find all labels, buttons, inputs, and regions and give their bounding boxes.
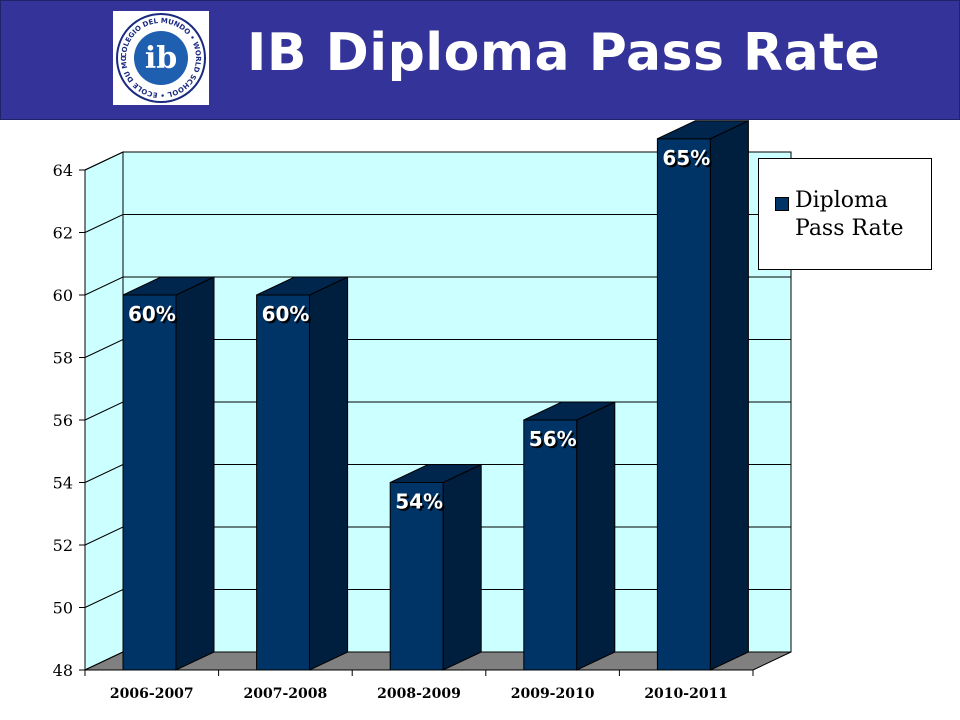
data-label: 60%	[128, 302, 176, 326]
ib-world-school-logo-icon: COLEGIO DEL MUNDO • WORLD SCHOOL • ECOLE…	[110, 5, 206, 103]
data-label: 54%	[395, 490, 443, 514]
bar	[656, 120, 749, 671]
bar-top	[523, 401, 616, 421]
data-labels: 60%60% 60%60%54%54%56%56%65%65%	[128, 146, 712, 516]
bar	[523, 401, 616, 671]
bar-top	[256, 276, 348, 296]
x-tick-label: 2008-2009	[377, 686, 461, 702]
bar-side	[175, 276, 215, 671]
data-label-shadow: 60%	[130, 304, 178, 328]
bar-front	[656, 138, 711, 671]
bar	[256, 276, 349, 671]
y-tick-label: 58	[53, 349, 73, 368]
y-tick-label: 50	[53, 599, 73, 618]
data-label: 56%	[529, 427, 577, 451]
bar-top	[389, 464, 482, 483]
bar-front	[256, 294, 311, 671]
bar-front	[523, 419, 578, 671]
data-label-shadow: 56%	[531, 429, 579, 453]
bar-top	[657, 120, 749, 140]
data-label-shadow: 60%	[264, 304, 312, 328]
y-tick-label: 54	[53, 474, 73, 493]
x-tick-label: 2009-2010	[511, 686, 595, 702]
title-banner: COLEGIO DEL MUNDO • WORLD SCHOOL • ECOLE…	[0, 0, 960, 120]
x-tick-label: 2006-2007	[110, 686, 194, 702]
y-tick-label: 64	[53, 161, 73, 180]
bar	[122, 276, 215, 671]
data-label-shadow: 65%	[664, 148, 712, 172]
gridline	[84, 276, 791, 296]
bar-side	[309, 276, 349, 671]
bars	[122, 120, 749, 671]
bar-side	[576, 401, 616, 671]
x-tick-label: 2010-2011	[644, 686, 728, 702]
gridline	[84, 151, 791, 171]
gridline	[84, 214, 791, 233]
data-label: 60%	[262, 302, 310, 326]
data-label-shadow: 54%	[397, 492, 445, 516]
legend-swatch	[775, 197, 789, 211]
logo-letters: ib	[145, 41, 177, 76]
x-axis-ticks: 2006-2007 2007-2008 2008-2009 2009-2010 2010…	[84, 670, 754, 702]
y-tick-label: 52	[53, 536, 73, 555]
y-tick-label: 60	[53, 286, 73, 305]
bar-side	[442, 463, 482, 671]
x-tick-label: 2007-2008	[244, 686, 328, 702]
y-tick-label: 62	[53, 224, 73, 243]
y-tick-label: 48	[53, 661, 73, 680]
bar-side	[709, 120, 749, 671]
bar-front	[389, 482, 444, 671]
legend: Diploma Pass Rate	[758, 158, 932, 270]
y-tick-label: 56	[53, 411, 73, 430]
bar-front	[122, 294, 177, 671]
bar-top	[122, 276, 215, 296]
ib-logo: COLEGIO DEL MUNDO • WORLD SCHOOL • ECOLE…	[110, 5, 209, 105]
bar	[389, 463, 482, 671]
y-axis-ticks: 48 50 52 54 56 58 60 62 64	[53, 161, 85, 680]
legend-label: Diploma Pass Rate	[795, 188, 904, 241]
page-title: IB Diploma Pass Rate	[247, 23, 881, 83]
data-label: 65%	[662, 146, 710, 170]
